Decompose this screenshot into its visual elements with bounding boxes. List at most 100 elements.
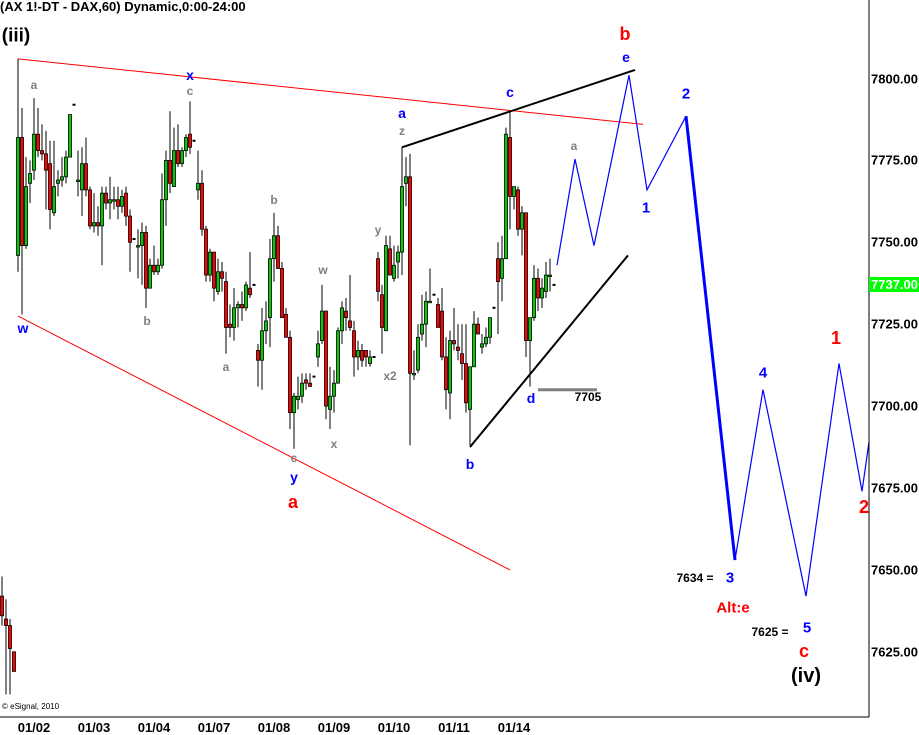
- candle: [380, 284, 384, 354]
- candle: [452, 307, 456, 351]
- candle: [360, 343, 364, 367]
- candle: [4, 599, 8, 695]
- candle-body: [84, 163, 88, 191]
- candle: [508, 111, 512, 230]
- candle-body: [340, 307, 344, 332]
- candle: [340, 301, 344, 344]
- candle-body: [40, 150, 44, 155]
- candle: [328, 366, 332, 430]
- candle: [536, 268, 540, 312]
- candle-body: [188, 133, 192, 148]
- candle: [260, 307, 264, 390]
- candle: [12, 651, 16, 672]
- candle: [292, 392, 296, 449]
- y-tick-label: 7675.00: [871, 480, 918, 496]
- x-tick-label: 01/09: [317, 720, 351, 735]
- candle-body: [20, 137, 24, 246]
- candle-body: [56, 179, 60, 184]
- candle: [428, 268, 432, 304]
- candle: [388, 235, 392, 276]
- candle: [316, 330, 320, 367]
- wave-label: 4: [758, 364, 768, 382]
- wave-projection: [684, 116, 737, 561]
- candle-body: [360, 350, 364, 361]
- candle: [368, 350, 372, 367]
- candle-body: [272, 235, 276, 260]
- candle-body: [432, 293, 436, 296]
- candle: [436, 297, 440, 328]
- y-tick-label: 7750.00: [871, 234, 918, 250]
- candle-body: [332, 382, 336, 397]
- candle-body: [156, 264, 160, 273]
- candle: [200, 170, 204, 236]
- y-tick-label: 7800.00: [871, 71, 918, 86]
- candle: [176, 124, 180, 167]
- candle-body: [404, 176, 408, 184]
- x-tick-label: 01/04: [137, 720, 171, 735]
- candle-body: [440, 310, 444, 358]
- candle: [396, 245, 400, 279]
- candle-body: [60, 176, 64, 181]
- wave-label: a: [30, 78, 38, 92]
- y-tick-label: 7775.00: [871, 152, 918, 168]
- y-tick-label: 7700.00: [871, 398, 918, 414]
- candle: [512, 186, 516, 210]
- candle-body: [336, 330, 340, 384]
- candle-body: [536, 277, 540, 299]
- wave-label: d: [526, 390, 536, 406]
- candle-body: [444, 356, 448, 391]
- candle-body: [540, 287, 544, 299]
- candle: [112, 186, 116, 210]
- candle: [72, 103, 76, 106]
- candle-body: [384, 245, 388, 332]
- candle: [0, 576, 4, 626]
- candle: [256, 343, 260, 387]
- candle-body: [264, 320, 268, 332]
- candle-body: [112, 199, 116, 202]
- candle: [460, 324, 464, 380]
- candle: [240, 291, 244, 321]
- candle-body: [28, 173, 32, 184]
- candle-body: [312, 375, 316, 378]
- x-tick-label: 01/07: [197, 720, 231, 735]
- candle: [548, 258, 552, 292]
- candle-body: [236, 304, 240, 309]
- candle-body: [520, 212, 524, 230]
- candle: [168, 111, 172, 194]
- candle-body: [192, 139, 196, 142]
- candle-body: [80, 163, 84, 191]
- candle-body: [224, 281, 228, 328]
- candle-body: [48, 163, 52, 210]
- candle: [320, 284, 324, 344]
- candle-body: [552, 283, 556, 286]
- candle: [440, 288, 444, 361]
- candle: [32, 98, 36, 181]
- candle: [76, 150, 80, 197]
- candle: [448, 330, 452, 420]
- candle-body: [4, 618, 8, 626]
- candle-body: [420, 323, 424, 335]
- candle: [56, 170, 60, 197]
- candle-body: [512, 186, 516, 197]
- candle: [40, 124, 44, 161]
- candle-body: [220, 271, 224, 279]
- candle: [392, 245, 396, 282]
- candle-body: [92, 222, 96, 227]
- candle: [184, 134, 188, 158]
- candle: [528, 317, 532, 387]
- wave-label: b: [619, 24, 631, 44]
- candle: [424, 291, 428, 348]
- wave-label: 7625 =: [751, 625, 789, 639]
- candle-body: [196, 182, 200, 191]
- candle: [20, 107, 24, 315]
- candle-body: [316, 343, 320, 358]
- candle: [120, 189, 124, 213]
- candle-body: [400, 186, 404, 253]
- candle-body: [500, 258, 504, 279]
- candle: [236, 301, 240, 328]
- candle: [220, 261, 224, 292]
- candle: [28, 160, 32, 203]
- candle: [244, 281, 248, 312]
- candle: [216, 258, 220, 295]
